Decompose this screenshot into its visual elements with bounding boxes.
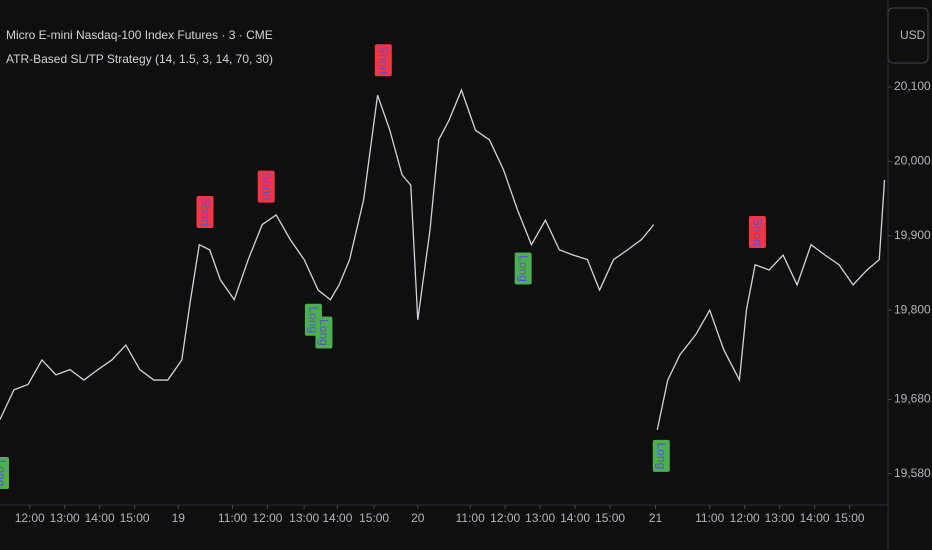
x-tick-label: 13:00 (50, 511, 80, 525)
x-tick-label: 20 (411, 511, 425, 525)
x-tick-label: 12:00 (730, 511, 760, 525)
x-tick-label: 13:00 (289, 511, 319, 525)
signal-marker: Short (374, 44, 392, 77)
x-tick-label: 15:00 (595, 511, 625, 525)
signal-label: Long (516, 255, 530, 282)
signal-label: Short (751, 218, 765, 247)
signal-marker: Short (196, 195, 214, 228)
signal-label: Short (198, 198, 212, 227)
y-tick-label: 19,680.00 (894, 392, 932, 406)
y-tick-label: 19,580.00 (894, 466, 932, 480)
y-tick-label: 20,100.00 (894, 79, 932, 93)
signal-label: Long (0, 460, 8, 487)
currency-button[interactable] (887, 7, 929, 64)
signal-box (257, 170, 275, 203)
chart-subtitle: ATR-Based SL/TP Strategy (14, 1.5, 3, 14… (6, 52, 273, 66)
signal-box (374, 44, 392, 77)
x-tick-label: 15:00 (359, 511, 389, 525)
x-tick-label: 21 (649, 511, 663, 525)
signal-box (315, 316, 333, 349)
currency-label: USD (900, 28, 926, 42)
x-tick-label: 14:00 (322, 511, 352, 525)
signal-box (652, 439, 670, 472)
signal-label: Short (260, 172, 274, 201)
x-tick-label: 14:00 (800, 511, 830, 525)
x-tick-label: 13:00 (525, 511, 555, 525)
x-tick-label: 19 (172, 511, 186, 525)
signal-marker: Long (652, 439, 670, 472)
x-tick-label: 11:00 (218, 511, 247, 525)
signal-marker: Long (514, 252, 532, 285)
signal-box (514, 252, 532, 285)
price-line (0, 88, 886, 431)
y-tick-label: 20,000.00 (894, 154, 932, 168)
signal-marker: Short (748, 216, 766, 249)
signal-box (196, 195, 214, 228)
x-tick-label: 13:00 (765, 511, 795, 525)
signal-box (0, 457, 9, 490)
signal-box (748, 216, 766, 249)
x-tick-label: 12:00 (252, 511, 282, 525)
x-tick-label: 11:00 (695, 511, 724, 525)
signal-marker: Short (257, 170, 275, 203)
x-tick-label: 12:00 (490, 511, 520, 525)
y-tick-label: 19,800.00 (894, 302, 932, 316)
x-tick-label: 14:00 (560, 511, 590, 525)
x-tick-label: 15:00 (835, 511, 865, 525)
x-tick-label: 15:00 (120, 511, 150, 525)
signal-label: Long (317, 319, 331, 346)
chart-title: Micro E-mini Nasdaq-100 Index Futures · … (6, 28, 273, 42)
x-tick-label: 14:00 (85, 511, 115, 525)
signal-marker: Long (315, 316, 333, 349)
signal-label: Short (377, 46, 391, 75)
x-tick-label: 12:00 (15, 511, 45, 525)
signal-label: Long (655, 443, 669, 470)
y-tick-label: 19,900.00 (894, 228, 932, 242)
signal-marker: Long (0, 457, 9, 490)
x-tick-label: 11:00 (456, 511, 485, 525)
